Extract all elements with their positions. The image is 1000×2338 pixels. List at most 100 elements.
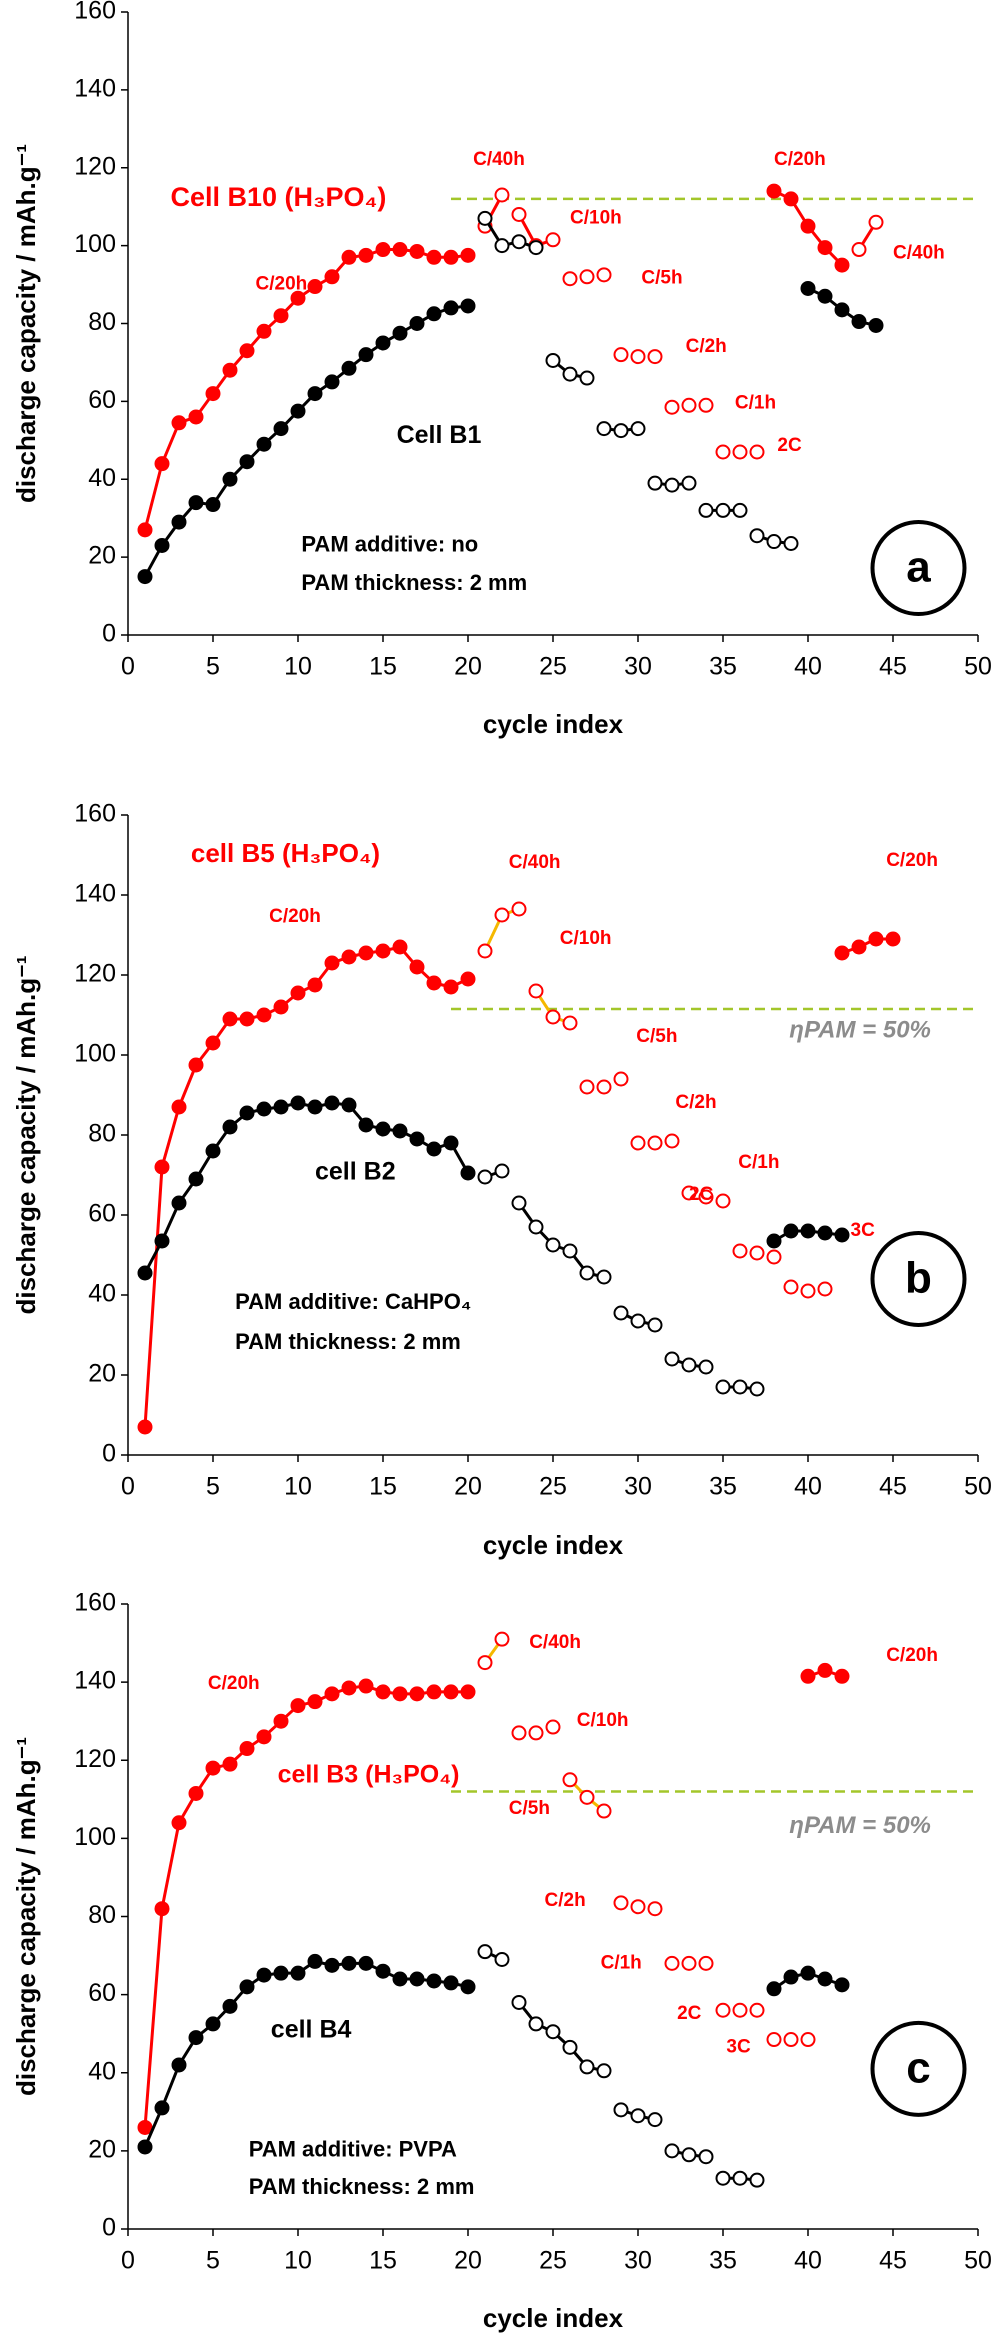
y-tick-label: 160: [74, 800, 116, 828]
data-point: [171, 2057, 187, 2073]
data-point: [766, 183, 782, 199]
data-point: [868, 931, 884, 947]
data-point: [834, 1227, 850, 1243]
data-point: [868, 214, 884, 230]
data-point: [749, 1245, 765, 1261]
y-tick-label: 40: [88, 464, 116, 492]
x-tick-label: 10: [284, 2247, 312, 2275]
annotation: cell B3 (H₃PO₄): [278, 1760, 460, 1788]
data-point: [443, 1135, 459, 1151]
y-tick-label: 140: [74, 1667, 116, 1695]
x-tick-label: 25: [539, 2247, 567, 2275]
annotation: PAM additive: CaHPO₄: [235, 1289, 471, 1314]
x-tick-label: 25: [539, 653, 567, 681]
data-point: [494, 1951, 510, 1967]
annotation: C/2h: [675, 1092, 716, 1113]
y-tick-label: 0: [102, 1440, 116, 1468]
data-point: [392, 1686, 408, 1702]
data-point: [800, 1668, 816, 1684]
series-line: [483, 217, 537, 249]
panel-label: a: [906, 543, 931, 592]
data-point: [511, 1195, 527, 1211]
data-point: [800, 1223, 816, 1239]
data-point: [460, 298, 476, 314]
annotation: C/10h: [560, 928, 612, 949]
data-point: [341, 249, 357, 265]
data-point: [783, 1969, 799, 1985]
data-point: [562, 271, 578, 287]
data-point: [647, 2112, 663, 2128]
y-tick-label: 60: [88, 1979, 116, 2007]
data-point: [443, 1975, 459, 1991]
data-point: [256, 1007, 272, 1023]
data-point: [834, 257, 850, 273]
data-point: [324, 955, 340, 971]
x-tick-label: 45: [879, 653, 907, 681]
data-point: [307, 1099, 323, 1115]
annotation: ηPAM = 50%: [789, 1812, 931, 1839]
data-point: [732, 444, 748, 460]
annotation: C/20h: [774, 149, 826, 170]
data-point: [528, 1725, 544, 1741]
y-tick-label: 100: [74, 1823, 116, 1851]
data-point: [426, 1684, 442, 1700]
x-tick-label: 25: [539, 1473, 567, 1501]
x-tick-label: 40: [794, 2247, 822, 2275]
data-point: [409, 243, 425, 259]
data-point: [341, 949, 357, 965]
data-point: [154, 1159, 170, 1175]
data-point: [290, 1965, 306, 1981]
series-line: [143, 1959, 469, 2148]
data-point: [188, 2030, 204, 2046]
x-tick-label: 30: [624, 2247, 652, 2275]
annotation: C/20h: [269, 906, 321, 927]
y-tick-label: 160: [74, 0, 116, 25]
annotation: cell B4: [271, 2016, 352, 2044]
data-point: [358, 1955, 374, 1971]
data-point: [579, 1079, 595, 1095]
series-line: [143, 1101, 470, 1274]
data-point: [545, 352, 561, 368]
data-point: [273, 1099, 289, 1115]
data-point: [817, 1281, 833, 1297]
data-point: [766, 534, 782, 550]
data-point: [273, 999, 289, 1015]
data-point: [239, 343, 255, 359]
data-point: [443, 1684, 459, 1700]
x-tick-label: 0: [121, 653, 135, 681]
x-tick-label: 50: [964, 1473, 992, 1501]
annotation: C/40h: [893, 242, 945, 263]
data-point: [800, 1283, 816, 1299]
data-point: [324, 1095, 340, 1111]
data-point: [647, 1135, 663, 1151]
data-point: [290, 290, 306, 306]
x-tick-label: 50: [964, 2247, 992, 2275]
data-point: [817, 1225, 833, 1241]
x-axis-title: cycle index: [483, 1530, 624, 1560]
panel-badge: [870, 2020, 967, 2117]
series-line: [517, 1202, 605, 1279]
data-point: [885, 931, 901, 947]
data-point: [324, 374, 340, 390]
data-point: [222, 1011, 238, 1027]
data-point: [647, 475, 663, 491]
panel-label: b: [905, 1254, 932, 1303]
data-point: [188, 1057, 204, 1073]
data-point: [460, 1684, 476, 1700]
data-point: [460, 247, 476, 263]
x-tick-label: 15: [369, 653, 397, 681]
annotation: C/5h: [641, 267, 682, 288]
data-point: [290, 985, 306, 1001]
data-point: [511, 1725, 527, 1741]
x-tick-label: 10: [284, 1473, 312, 1501]
annotation: C/10h: [570, 207, 622, 228]
data-point: [375, 1684, 391, 1700]
data-point: [664, 1955, 680, 1971]
series-line: [143, 1684, 468, 2128]
x-tick-label: 45: [879, 2247, 907, 2275]
annotation: C/20h: [208, 1673, 260, 1694]
data-point: [579, 1789, 595, 1805]
data-point: [783, 1223, 799, 1239]
annotation: C/40h: [529, 1632, 581, 1653]
